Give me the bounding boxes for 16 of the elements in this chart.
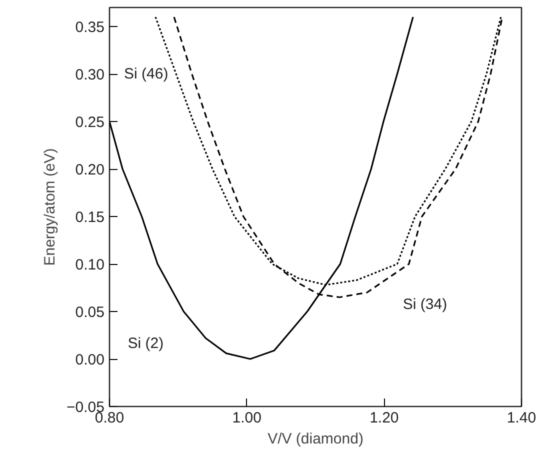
y-axis-title: Energy/atom (eV) <box>42 148 59 266</box>
y-tick-label: 0.00 <box>75 352 105 368</box>
y-tick-label: 0.10 <box>75 256 105 274</box>
x-tick-label: 1.20 <box>370 410 399 426</box>
y-tick-label: 0.25 <box>75 114 105 131</box>
x-tick-label: 1.40 <box>506 410 536 426</box>
y-tick-label: 0.20 <box>75 162 105 178</box>
series-label: Si (34) <box>402 296 448 313</box>
y-tick-label: 0.15 <box>75 209 105 226</box>
y-tick-label: 0.30 <box>75 66 105 84</box>
x-axis-title: V/V (diamond) <box>268 430 364 448</box>
series-label: Si (46) <box>124 66 168 82</box>
y-tick-label: 0.35 <box>75 19 105 36</box>
text: Si (2) <box>128 335 164 352</box>
y-tick-label: 0.05 <box>75 304 105 321</box>
x-tick-label: 1.00 <box>232 410 262 426</box>
